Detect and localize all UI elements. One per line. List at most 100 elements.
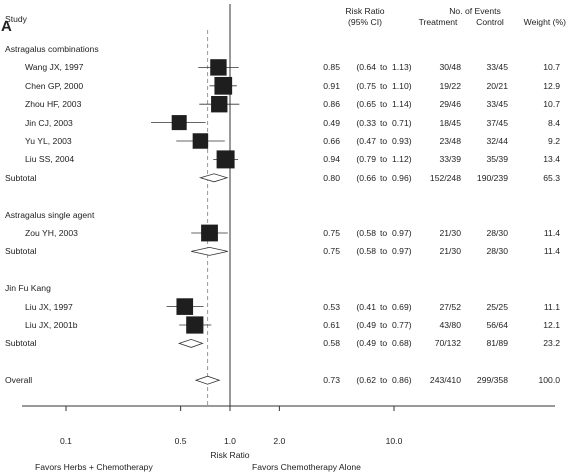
study-label-6: Liu SS, 2004 <box>25 154 75 165</box>
subtotal-label-7: Subtotal <box>5 172 37 183</box>
treatment-events-6: 33/39 <box>439 154 461 165</box>
group-label-9: Astragalus single agent <box>5 209 95 220</box>
rr-value-10: 0.75 <box>323 228 340 238</box>
ci-upper-2: 1.10) <box>392 80 412 91</box>
ci-to-3: to <box>380 99 388 110</box>
study-label-5: Yu YL, 2003 <box>25 136 72 146</box>
ci-lower-3: (0.65 <box>356 99 376 110</box>
weight-3: 10.7 <box>543 99 560 110</box>
study-box-14 <box>176 298 194 315</box>
ci-lower-2: (0.75 <box>356 80 376 91</box>
subtotal-label-11: Subtotal <box>5 246 37 257</box>
rr-value-11: 0.75 <box>323 246 340 257</box>
weight-column-header: Weight (%) <box>523 17 566 27</box>
study-box-6 <box>216 150 235 169</box>
ci-upper-7: 0.96) <box>392 172 412 183</box>
study-box-15 <box>186 316 204 334</box>
overall-label-18: Overall <box>5 375 33 386</box>
control-column-header: Control <box>476 17 504 27</box>
ci-to-7: to <box>380 172 388 183</box>
rr-value-6: 0.94 <box>323 154 340 165</box>
control-events-2: 20/21 <box>486 80 508 91</box>
ci-header: (95% CI) <box>348 17 382 27</box>
weight-2: 12.9 <box>543 80 560 91</box>
treatment-events-4: 18/45 <box>439 117 461 128</box>
x-tick-label-4: 10.0 <box>385 436 403 446</box>
weight-6: 13.4 <box>543 154 560 165</box>
treatment-events-11: 21/30 <box>439 246 461 257</box>
control-events-15: 56/64 <box>486 320 508 330</box>
study-label-2: Chen GP, 2000 <box>25 80 84 91</box>
ci-to-4: to <box>380 117 388 128</box>
ci-lower-4: (0.33 <box>356 117 376 128</box>
study-label-14: Liu JX, 1997 <box>25 301 73 312</box>
ci-lower-18: (0.62 <box>356 375 376 386</box>
control-events-10: 28/30 <box>486 228 508 238</box>
treatment-events-14: 27/52 <box>439 301 461 312</box>
group-label-13: Jin Fu Kang <box>5 283 51 294</box>
ci-to-10: to <box>380 228 388 238</box>
ci-upper-16: 0.68) <box>392 338 412 349</box>
rr-value-15: 0.61 <box>323 320 340 330</box>
study-label-15: Liu JX, 2001b <box>25 320 78 330</box>
x-tick-label-1: 0.5 <box>174 436 187 446</box>
treatment-column-header: Treatment <box>418 17 458 27</box>
x-tick-label-2: 1.0 <box>224 436 236 446</box>
control-events-6: 35/39 <box>486 154 508 165</box>
events-header: No. of Events <box>449 6 501 16</box>
ci-lower-6: (0.79 <box>356 154 376 165</box>
study-box-3 <box>211 96 228 113</box>
study-label-1: Wang JX, 1997 <box>25 62 84 73</box>
study-label-4: Jin CJ, 2003 <box>25 117 73 128</box>
ci-to-5: to <box>380 136 388 146</box>
subtotal-diamond-7 <box>198 173 229 183</box>
favors-right-label: Favors Chemotherapy Alone <box>252 462 361 472</box>
treatment-events-15: 43/80 <box>439 320 461 330</box>
treatment-events-2: 19/22 <box>439 80 461 91</box>
ci-lower-10: (0.58 <box>356 228 376 238</box>
control-events-5: 32/44 <box>486 136 508 146</box>
treatment-events-3: 29/46 <box>439 99 461 110</box>
weight-4: 8.4 <box>548 117 560 128</box>
ci-upper-11: 0.97) <box>392 246 412 257</box>
group-label-0: Astragalus combinations <box>5 44 99 54</box>
treatment-events-16: 70/132 <box>434 338 461 349</box>
ci-lower-16: (0.49 <box>356 338 376 349</box>
rr-value-18: 0.73 <box>323 375 340 386</box>
ci-upper-15: 0.77) <box>392 320 412 330</box>
ci-to-14: to <box>380 301 388 312</box>
rr-value-7: 0.80 <box>323 172 340 183</box>
weight-1: 10.7 <box>543 62 560 73</box>
weight-18: 100.0 <box>538 375 560 386</box>
ci-upper-14: 0.69) <box>392 301 412 312</box>
ci-upper-18: 0.86) <box>392 375 412 386</box>
weight-16: 23.2 <box>543 338 560 349</box>
ci-to-11: to <box>380 246 388 257</box>
ci-lower-1: (0.64 <box>356 62 376 73</box>
ci-upper-6: 1.12) <box>392 154 412 165</box>
rr-value-16: 0.58 <box>323 338 340 349</box>
ci-upper-5: 0.93) <box>392 136 412 146</box>
subtotal-diamond-16 <box>177 338 204 348</box>
ci-upper-1: 1.13) <box>392 62 412 73</box>
study-box-5 <box>192 133 209 149</box>
risk-ratio-header: Risk Ratio <box>345 6 385 16</box>
rr-value-1: 0.85 <box>323 62 340 73</box>
x-tick-label-0: 0.1 <box>60 436 72 446</box>
favors-left-label: Favors Herbs + Chemotherapy <box>35 462 153 472</box>
rr-value-14: 0.53 <box>323 301 340 312</box>
treatment-events-10: 21/30 <box>439 228 461 238</box>
study-label-10: Zou YH, 2003 <box>25 228 78 238</box>
control-events-4: 37/45 <box>486 117 508 128</box>
treatment-events-5: 23/48 <box>439 136 461 146</box>
ci-upper-3: 1.14) <box>392 99 412 110</box>
weight-15: 12.1 <box>543 320 560 330</box>
ci-to-2: to <box>380 80 388 91</box>
treatment-events-7: 152/248 <box>429 172 461 183</box>
ci-to-15: to <box>380 320 388 330</box>
study-box-10 <box>201 224 218 242</box>
ci-lower-5: (0.47 <box>356 136 376 146</box>
rr-value-5: 0.66 <box>323 136 340 146</box>
treatment-events-1: 30/48 <box>439 62 461 73</box>
